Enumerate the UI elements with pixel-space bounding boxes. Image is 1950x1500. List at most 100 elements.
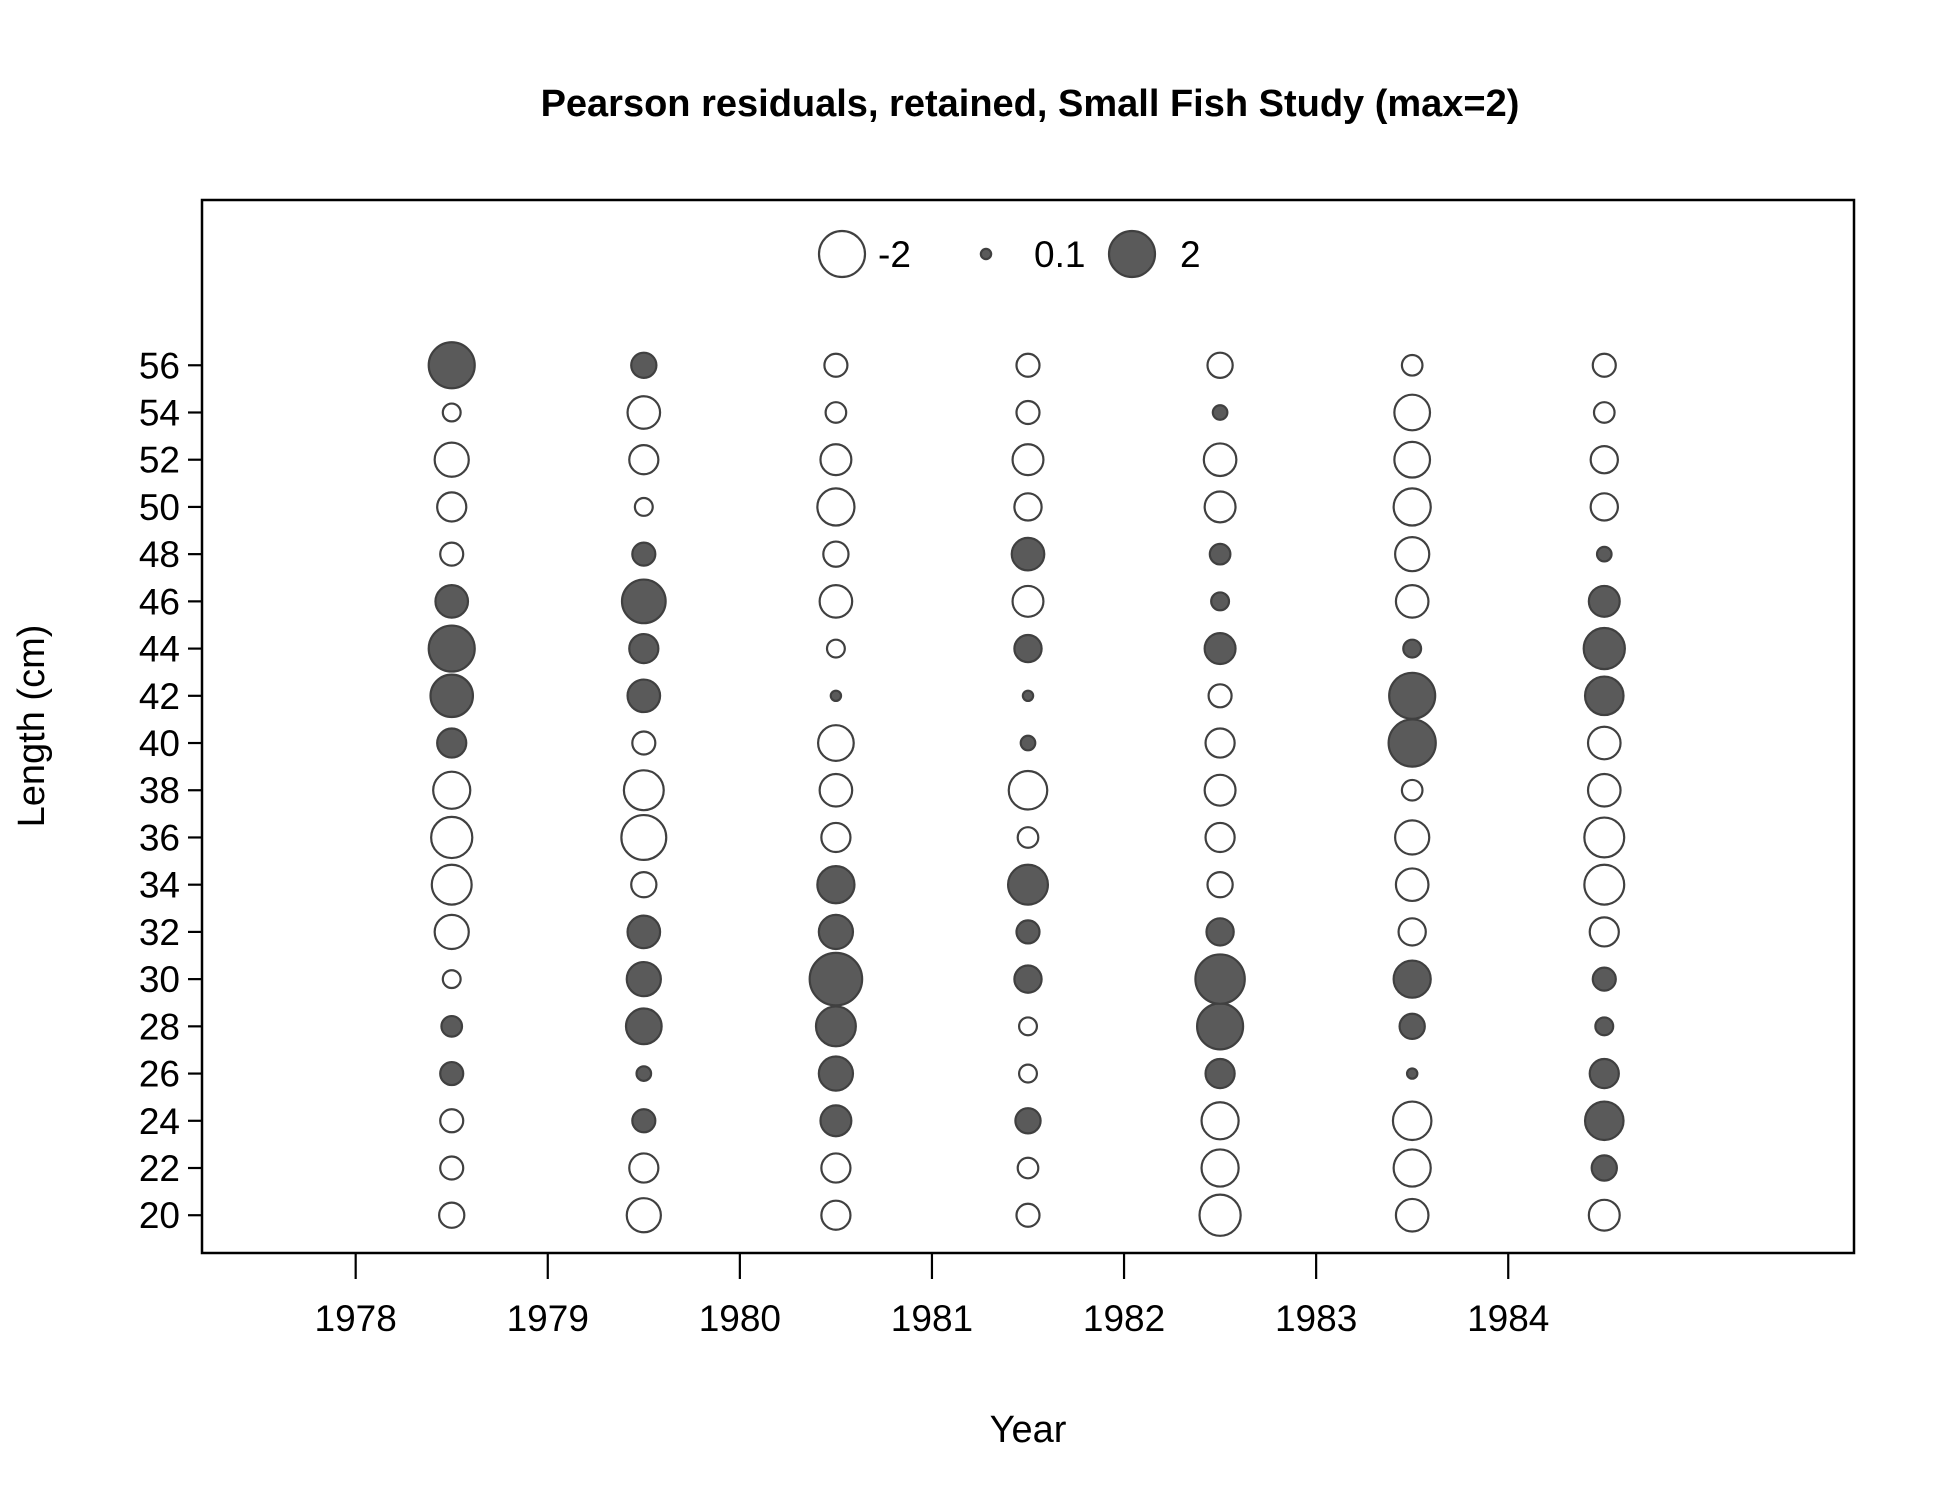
y-tick-label: 30	[139, 959, 180, 1000]
y-tick-label: 26	[139, 1054, 180, 1095]
negative-residual-bubble	[432, 770, 472, 810]
positive-residual-bubble	[628, 632, 660, 665]
negative-residual-bubble	[1017, 1016, 1039, 1037]
negative-residual-bubble	[1016, 826, 1040, 849]
negative-residual-bubble	[1015, 1202, 1041, 1228]
negative-residual-bubble	[430, 815, 474, 860]
positive-residual-bubble	[631, 541, 657, 567]
negative-residual-bubble	[1206, 870, 1234, 899]
positive-residual-bubble	[626, 914, 662, 950]
positive-residual-bubble	[1021, 689, 1035, 703]
y-tick-label: 44	[139, 629, 180, 670]
negative-residual-bubble	[430, 863, 473, 906]
y-tick-label: 22	[139, 1148, 180, 1189]
negative-residual-bubble	[436, 491, 468, 523]
y-tick-label: 32	[139, 912, 180, 953]
negative-residual-bubble	[1394, 1197, 1430, 1233]
positive-residual-bubble	[635, 1065, 653, 1082]
positive-residual-bubble	[427, 341, 476, 390]
positive-residual-bubble	[1594, 1016, 1615, 1037]
positive-residual-bubble	[1583, 1100, 1625, 1142]
chart-title: Pearson residuals, retained, Small Fish …	[541, 83, 1520, 125]
positive-residual-bubble	[626, 678, 662, 714]
negative-residual-bubble	[822, 540, 850, 568]
negative-residual-bubble	[1592, 401, 1616, 424]
legend-label: -2	[878, 234, 911, 275]
positive-residual-bubble	[829, 689, 843, 703]
y-tick-label: 24	[139, 1101, 180, 1142]
negative-residual-bubble	[1393, 440, 1432, 479]
negative-residual-bubble	[630, 870, 658, 899]
positive-residual-bubble	[1398, 1012, 1426, 1041]
negative-residual-bubble	[1589, 492, 1619, 522]
legend-bubble	[979, 247, 993, 261]
positive-residual-bubble	[1014, 1107, 1042, 1135]
negative-residual-bubble	[1011, 443, 1045, 477]
negative-residual-bubble	[1015, 399, 1041, 426]
positive-residual-bubble	[440, 1014, 464, 1038]
negative-residual-bubble	[824, 401, 848, 424]
negative-residual-bubble	[439, 1108, 465, 1134]
positive-residual-bubble	[814, 1005, 857, 1048]
y-tick-label: 52	[139, 440, 180, 481]
y-tick-label: 40	[139, 723, 180, 764]
positive-residual-bubble	[429, 673, 475, 719]
positive-residual-bubble	[1387, 718, 1437, 768]
x-tick-label: 1983	[1275, 1298, 1357, 1339]
positive-residual-bubble	[1402, 638, 1423, 659]
y-tick-label: 20	[139, 1195, 180, 1236]
negative-residual-bubble	[1393, 393, 1432, 432]
x-tick-label: 1982	[1083, 1298, 1165, 1339]
positive-residual-bubble	[1595, 545, 1613, 563]
positive-residual-bubble	[1013, 633, 1043, 664]
negative-residual-bubble	[1206, 351, 1234, 379]
positive-residual-bubble	[808, 951, 864, 1007]
positive-residual-bubble	[1582, 626, 1626, 671]
negative-residual-bubble	[622, 769, 665, 812]
negative-residual-bubble	[1394, 867, 1430, 903]
positive-residual-bubble	[817, 1055, 855, 1092]
negative-residual-bubble	[820, 1152, 852, 1184]
negative-residual-bubble	[1586, 725, 1622, 761]
negative-residual-bubble	[1400, 778, 1424, 802]
positive-residual-bubble	[1195, 1002, 1245, 1051]
positive-residual-bubble	[1583, 675, 1625, 717]
negative-residual-bubble	[1203, 490, 1237, 524]
y-tick-label: 56	[139, 345, 180, 386]
negative-residual-bubble	[1392, 487, 1432, 527]
negative-residual-bubble	[1591, 352, 1617, 378]
y-axis-label: Length (cm)	[11, 625, 53, 828]
negative-residual-bubble	[441, 969, 462, 990]
negative-residual-bubble	[1017, 1063, 1039, 1084]
negative-residual-bubble	[818, 584, 854, 619]
positive-residual-bubble	[1588, 1057, 1620, 1090]
y-tick-label: 28	[139, 1006, 180, 1047]
positive-residual-bubble	[817, 913, 855, 951]
positive-residual-bubble	[1015, 919, 1041, 945]
positive-residual-bubble	[1204, 1057, 1236, 1090]
positive-residual-bubble	[434, 584, 470, 619]
negative-residual-bubble	[631, 730, 657, 756]
positive-residual-bubble	[439, 1060, 465, 1087]
x-tick-label: 1979	[507, 1298, 589, 1339]
positive-residual-bubble	[1203, 632, 1237, 666]
negative-residual-bubble	[1011, 584, 1045, 618]
positive-residual-bubble	[1208, 542, 1232, 566]
y-tick-label: 38	[139, 770, 180, 811]
negative-residual-bubble	[441, 402, 462, 423]
negative-residual-bubble	[1394, 819, 1431, 856]
negative-residual-bubble	[1587, 1198, 1621, 1232]
positive-residual-bubble	[427, 624, 476, 673]
positive-residual-bubble	[631, 1108, 657, 1134]
negative-residual-bubble	[1394, 535, 1431, 573]
negative-residual-bubble	[1400, 353, 1424, 377]
y-tick-label: 46	[139, 581, 180, 622]
negative-residual-bubble	[1589, 445, 1619, 475]
negative-residual-bubble	[1013, 492, 1043, 522]
negative-residual-bubble	[433, 441, 470, 478]
positive-residual-bubble	[1205, 917, 1235, 947]
negative-residual-bubble	[1204, 821, 1236, 854]
positive-residual-bubble	[1590, 1154, 1618, 1182]
positive-residual-bubble	[1006, 863, 1050, 906]
